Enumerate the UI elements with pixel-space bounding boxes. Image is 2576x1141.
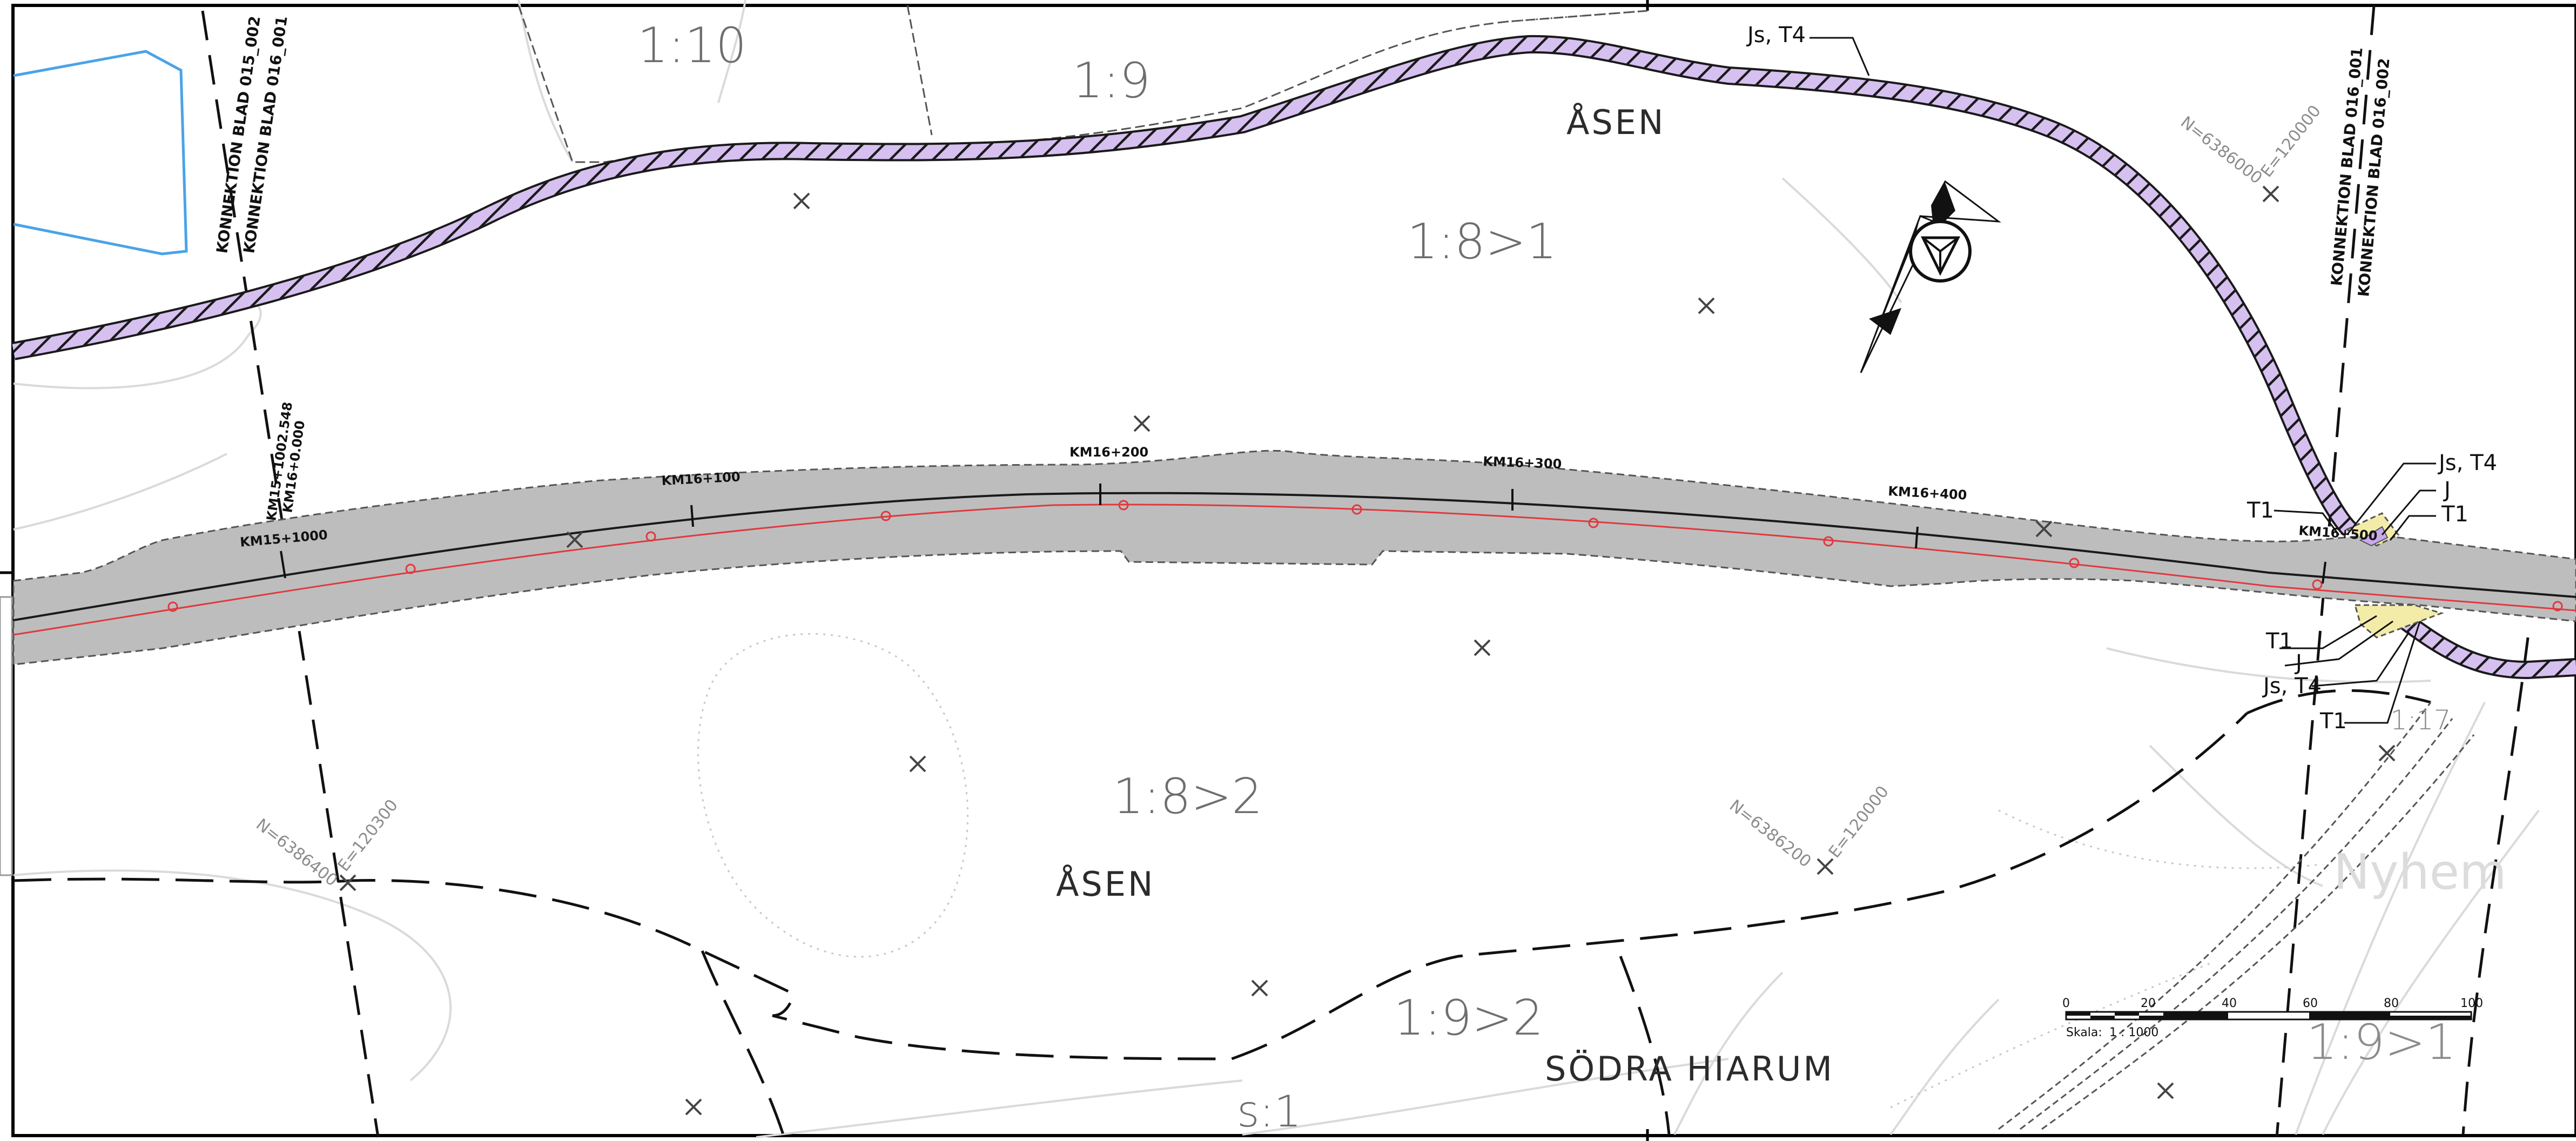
left-edge-box — [0, 596, 13, 876]
parcel-label: 1:9 — [1072, 52, 1151, 109]
parcel-labels: 1:10 1:9 1:8>1 1:8>2 1:9>2 1:9>1 s:1 1:1… — [637, 17, 2457, 1137]
connection-lines — [201, 5, 2376, 1138]
road-corridor — [12, 449, 2576, 666]
scale-ratio: 1 : 1000 — [2109, 1026, 2158, 1039]
station-ticks — [280, 484, 2326, 584]
place-name: ÅSEN — [1056, 864, 1155, 904]
parcel-label: 1:10 — [637, 17, 746, 74]
road-offset-line — [13, 504, 2576, 636]
offset-markers — [167, 500, 2563, 612]
scale-bar-labels: 0 20 40 60 80 100 Skala: 1 : 1000 — [2062, 997, 2483, 1039]
leader-lines — [1810, 37, 2436, 724]
scale-label: Skala: — [2066, 1026, 2102, 1039]
scale-tick-label: 100 — [2460, 997, 2483, 1010]
coordinate-label: E=120000 — [1825, 782, 1893, 862]
coordinate-label: N=6386000 — [2177, 113, 2265, 188]
parcel-label: 1:9>2 — [1394, 990, 1544, 1046]
parcel-label: 1:8>1 — [1407, 213, 1557, 270]
hatched-corridor-lower-fill — [2394, 610, 2576, 677]
scale-tick-label: 60 — [2303, 997, 2318, 1010]
chainage-label: KM16+200 — [1070, 445, 1148, 460]
coordinate-label: N=6386200 — [1726, 796, 1814, 871]
place-name: Nyhem — [2333, 844, 2507, 901]
annotation-label: T1 — [2319, 709, 2347, 734]
junction-patch-lower — [2354, 604, 2444, 639]
annotation-label: T1 — [2265, 629, 2293, 654]
scale-tick-label: 20 — [2141, 997, 2156, 1010]
scale-tick-label: 0 — [2062, 997, 2070, 1010]
right-boundary-dash — [2461, 637, 2530, 1135]
scale-tick-label: 80 — [2384, 997, 2399, 1010]
annotation-label: T1 — [2247, 498, 2274, 523]
nyhem-dashed-roads — [1998, 702, 2475, 1130]
north-arrow-icon — [1860, 180, 2001, 373]
scale-bar — [2065, 1011, 2472, 1021]
annotation-label: Js, T4 — [2437, 451, 2497, 475]
terrain-lines — [13, 0, 2540, 1138]
annotation-label: J — [2443, 478, 2451, 502]
parcel-label: s:1 — [1237, 1086, 1302, 1137]
connection-labels: KONNEKTION BLAD 015_002 KONNEKTION BLAD … — [213, 15, 2393, 298]
dotted-contours — [697, 633, 2323, 1109]
chainage-label: KM16+400 — [1888, 484, 1967, 503]
annotation-label: Js, T4 — [2262, 674, 2322, 699]
road-centerline — [13, 492, 2576, 621]
hatched-corridor-fill — [12, 37, 2355, 535]
annotation-labels: Js, T4 Js, T4 J T1 T1 T1 J Js, T4 T1 — [1746, 23, 2497, 734]
coordinate-label: E=120300 — [334, 796, 402, 875]
annotation-label: J — [2294, 650, 2302, 675]
chainage-label: KM16+300 — [1483, 454, 1562, 472]
scale-tick-label: 40 — [2222, 997, 2237, 1010]
grid-crosses — [339, 185, 2396, 1116]
annotation-label: T1 — [2441, 502, 2469, 527]
parcel-label: 1:8>2 — [1113, 768, 1263, 825]
place-name: ÅSEN — [1566, 103, 1665, 142]
water-outline — [13, 50, 188, 256]
map-frame — [11, 4, 2576, 1137]
place-name: SÖDRA HIARUM — [1545, 1049, 1834, 1089]
coordinate-label: N=6386400 — [252, 815, 341, 890]
place-names: ÅSEN ÅSEN SÖDRA HIARUM Nyhem — [1056, 103, 2507, 1089]
junction-patch-purple — [2359, 526, 2389, 547]
coordinate-label: E=120000 — [2257, 102, 2325, 181]
annotation-label: Js, T4 — [1746, 23, 1806, 48]
property-boundaries-long-dash — [13, 689, 2431, 1135]
parcel-label: 1:17 — [2390, 704, 2451, 736]
parcel-label: 1:9>1 — [2306, 1014, 2457, 1071]
chainage-labels: KM15+1002.548 KM16+0.000 KM15+1000 KM16+… — [239, 401, 2378, 550]
